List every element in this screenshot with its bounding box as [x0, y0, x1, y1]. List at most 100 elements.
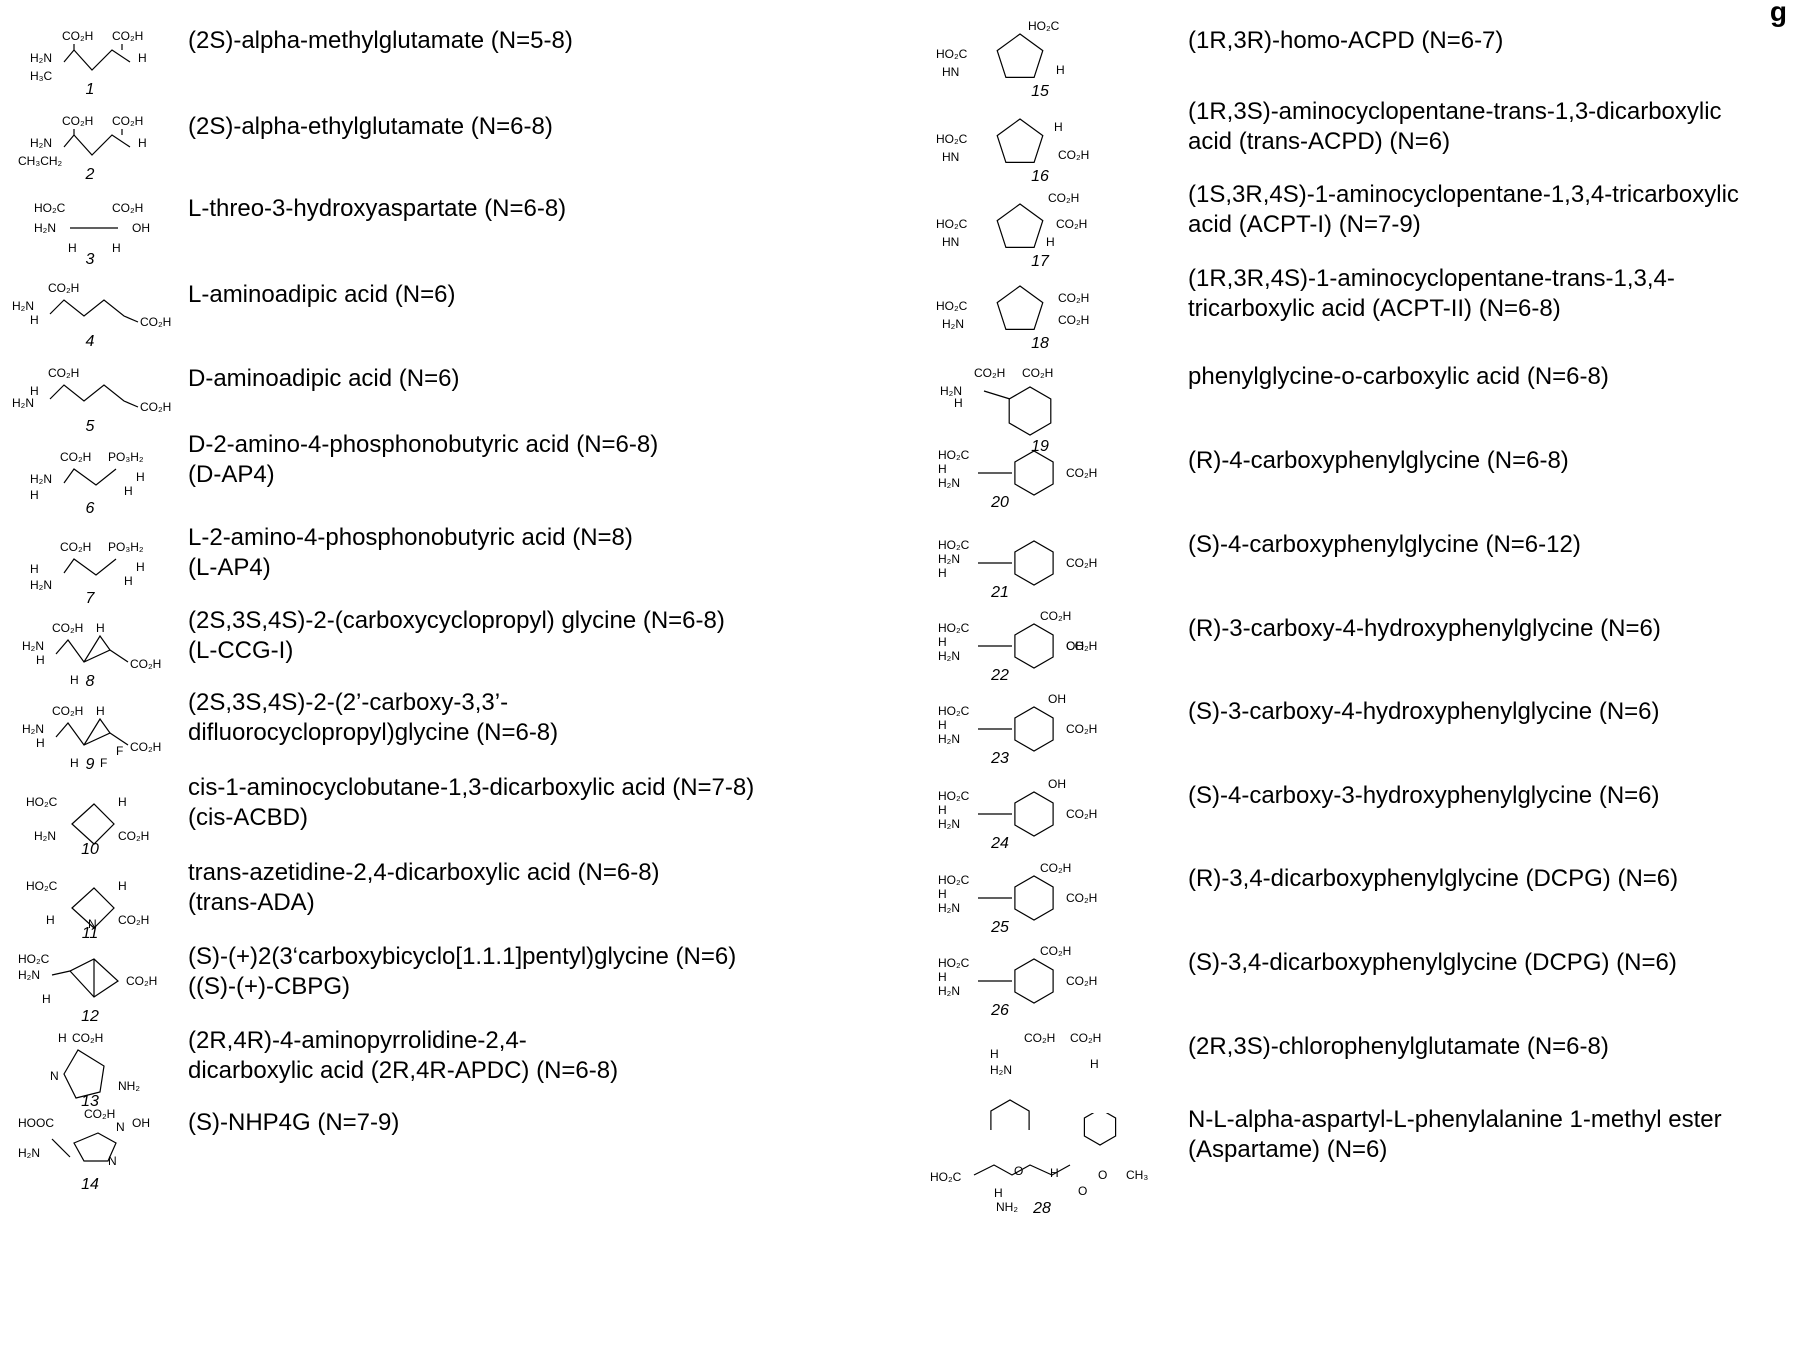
atom-label: CO₂H — [62, 29, 93, 43]
bond-chain — [1015, 451, 1053, 495]
atom-label: H — [938, 566, 947, 580]
compound-name-line1: (S)-3-carboxy-4-hydroxyphenylglycine (N=… — [1188, 697, 1660, 727]
atom-label: H — [1090, 1057, 1099, 1071]
atom-label: OH — [132, 221, 150, 235]
compound-name-line1: (S)-NHP4G (N=7-9) — [188, 1108, 399, 1138]
compound-number: 25 — [990, 919, 1009, 936]
bond — [984, 391, 1010, 399]
atom-label: PO₃H₂ — [108, 450, 144, 464]
compound-name-line2: dicarboxylic acid (2R,4R-APDC) (N=6-8) — [188, 1056, 618, 1086]
atom-label: H₂N — [990, 1063, 1012, 1077]
compound-number: 12 — [81, 1008, 99, 1025]
atom-label: H — [68, 241, 77, 255]
atom-label: HOOC — [18, 1116, 54, 1130]
bond-chain — [56, 719, 110, 745]
bond-chain — [50, 300, 138, 322]
compound-name-line1: (1R,3R)-homo-ACPD (N=6-7) — [1188, 26, 1503, 56]
compound-number: 3 — [86, 251, 95, 268]
bond-chain — [997, 204, 1043, 247]
atom-label: F — [100, 756, 107, 770]
atom-label: CO₂H — [1070, 1031, 1101, 1045]
compound-number: 15 — [1031, 83, 1049, 100]
compound-number: 17 — [1031, 253, 1050, 270]
atom-label: HO₂C — [938, 873, 970, 887]
atom-label: CO₂H — [130, 740, 161, 754]
compound-number: 28 — [1032, 1200, 1051, 1213]
compound-name-line1: (1R,3S)-aminocyclopentane-trans-1,3-dica… — [1188, 97, 1722, 127]
atom-label: H — [938, 887, 947, 901]
atom-label: NH₂ — [996, 1200, 1018, 1213]
atom-label: H₂N — [22, 639, 44, 653]
bond-chain — [997, 286, 1043, 329]
compound-name-line1: (2S)-alpha-ethylglutamate (N=6-8) — [188, 112, 553, 142]
atom-label: HO₂C — [936, 217, 968, 231]
compound-name-line1: (R)-3-carboxy-4-hydroxyphenylglycine (N=… — [1188, 614, 1661, 644]
atom-label: H — [30, 562, 39, 576]
compound-name: cis-1-aminocyclobutane-1,3-dicarboxylic … — [188, 773, 754, 833]
compound-name: L-threo-3-hydroxyaspartate (N=6-8) — [188, 194, 566, 224]
atom-label: HO₂C — [938, 704, 970, 718]
compound-name-line1: (S)-(+)2(3‘carboxybicyclo[1.1.1]pentyl)g… — [188, 942, 736, 972]
compound-name: (S)-4-carboxy-3-hydroxyphenylglycine (N=… — [1188, 781, 1660, 811]
bond-chain — [64, 50, 130, 70]
atom-label: H — [938, 718, 947, 732]
bond-chain — [64, 1050, 104, 1098]
atom-label: H — [1050, 1166, 1059, 1180]
atom-label: CO₂H — [60, 450, 91, 464]
atom-label: H — [124, 484, 133, 498]
bond-chain — [52, 959, 118, 997]
compound-number: 13 — [81, 1093, 99, 1110]
compound-name-line2: (Aspartame) (N=6) — [1188, 1135, 1722, 1165]
atom-label: CO₂H — [60, 540, 91, 554]
compound-name-line2: acid (trans-ACPD) (N=6) — [1188, 127, 1722, 157]
atom-label: CO₂H — [974, 366, 1005, 380]
compound-name-line1: (2S,3S,4S)-2-(2’-carboxy-3,3’- — [188, 688, 558, 718]
compound-name: (1R,3R,4S)-1-aminocyclopentane-trans-1,3… — [1188, 264, 1675, 324]
atom-label: HN — [942, 235, 959, 249]
bond-chain — [52, 1139, 70, 1157]
atom-label: H₂N — [938, 552, 960, 566]
compound-number: 9 — [86, 756, 95, 773]
compound-number: 2 — [85, 166, 95, 183]
compound-name: trans-azetidine-2,4-dicarboxylic acid (N… — [188, 858, 660, 918]
bond-chain — [997, 34, 1043, 77]
atom-label: H — [30, 384, 39, 398]
compound-number: 4 — [86, 333, 95, 350]
atom-label: CH₃ — [1126, 1168, 1148, 1182]
atom-label: H — [46, 913, 55, 927]
atom-label: H — [30, 313, 39, 327]
compound-name-line1: L-threo-3-hydroxyaspartate (N=6-8) — [188, 194, 566, 224]
compound-name-line1: (2S)-alpha-methylglutamate (N=5-8) — [188, 26, 573, 56]
atom-label: OH — [132, 1116, 150, 1130]
atom-label: HN — [942, 65, 959, 79]
compound-number: 6 — [86, 500, 95, 517]
atom-label: H — [938, 803, 947, 817]
atom-label: H — [124, 574, 133, 588]
compound-name: N-L-alpha-aspartyl-L-phenylalanine 1-met… — [1188, 1105, 1722, 1165]
compound-name-line2: (L-AP4) — [188, 553, 633, 583]
compound-name-line1: (S)-4-carboxyphenylglycine (N=6-12) — [1188, 530, 1581, 560]
atom-label: H₂N — [938, 476, 960, 490]
bond-chain — [64, 559, 116, 575]
atom-label: H — [36, 736, 45, 750]
atom-label: HO₂C — [18, 952, 50, 966]
compound-name-line2: ((S)-(+)-CBPG) — [188, 972, 736, 1002]
atom-label: H₂N — [938, 649, 960, 663]
compound-name-line2: tricarboxylic acid (ACPT-II) (N=6-8) — [1188, 294, 1675, 324]
compound-name-line1: trans-azetidine-2,4-dicarboxylic acid (N… — [188, 858, 660, 888]
atom-label: H — [994, 1186, 1003, 1200]
compound-name-line1: L-2-amino-4-phosphonobutyric acid (N=8) — [188, 523, 633, 553]
atom-label: CO₂H — [1058, 291, 1089, 305]
atom-label: CO₂H — [118, 913, 149, 927]
atom-label: CO₂H — [52, 621, 83, 635]
atom-label: H — [938, 462, 947, 476]
compound-name-line1: D-2-amino-4-phosphonobutyric acid (N=6-8… — [188, 430, 658, 460]
atom-label: H — [990, 1047, 999, 1061]
atom-label: CO₂H — [72, 1031, 103, 1045]
atom-label: H — [136, 560, 145, 574]
atom-label: N — [116, 1120, 125, 1134]
compound-number: 20 — [990, 494, 1009, 511]
atom-label: H — [58, 1031, 67, 1045]
atom-label: H₂N — [30, 578, 52, 592]
atom-label: HO₂C — [930, 1170, 962, 1184]
